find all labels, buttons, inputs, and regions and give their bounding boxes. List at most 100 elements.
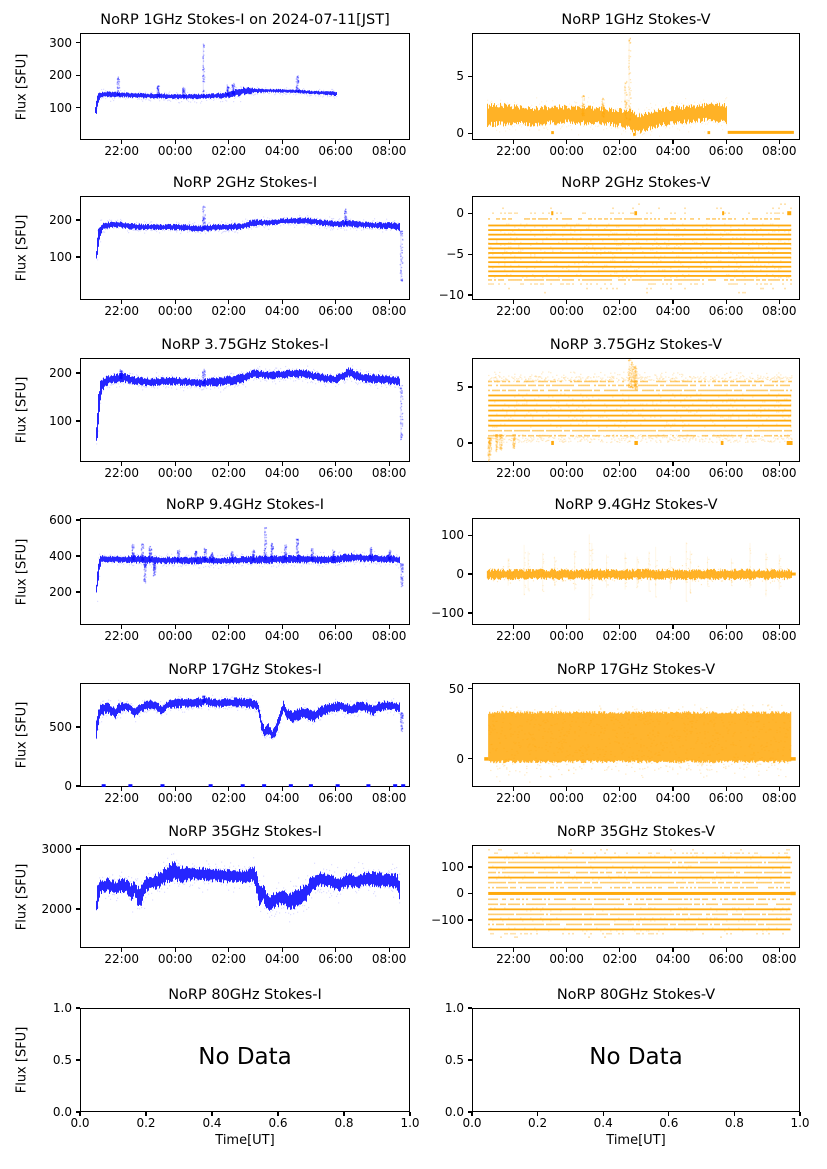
x-tick-label: 02:00 bbox=[211, 791, 246, 805]
x-tick-label: 00:00 bbox=[549, 304, 584, 318]
x-tick-label: 02:00 bbox=[211, 629, 246, 643]
y-tick-mark bbox=[76, 591, 80, 593]
x-tick-label: 08:00 bbox=[371, 466, 407, 480]
plot-canvas-norp-35ghz-stokes-i bbox=[80, 845, 410, 948]
x-tick-label: 0.2 bbox=[528, 1116, 548, 1130]
x-tick-mark bbox=[121, 625, 123, 629]
x-tick-label: 08:00 bbox=[761, 629, 797, 643]
x-tick-label: 06:00 bbox=[318, 791, 353, 805]
y-tick-mark bbox=[76, 785, 80, 787]
y-tick-label: 0 bbox=[456, 435, 464, 450]
x-tick-label: 04:00 bbox=[655, 144, 691, 158]
x-tick-label: 06:00 bbox=[708, 304, 744, 318]
x-tick-mark bbox=[619, 462, 621, 466]
x-tick-label: 22:00 bbox=[496, 791, 531, 805]
plot-title-norp-17ghz-stokes-v: NoRP 17GHz Stokes-V bbox=[556, 662, 716, 678]
x-tick-mark bbox=[471, 1112, 473, 1116]
plot-title-norp-80ghz-stokes-i: NoRP 80GHz Stokes-I bbox=[168, 987, 322, 1003]
x-tick-mark bbox=[512, 625, 515, 629]
y-tick-mark bbox=[468, 386, 472, 388]
x-tick-mark bbox=[619, 300, 621, 304]
x-tick-label: 22:00 bbox=[104, 952, 139, 966]
x-tick-label: 08:00 bbox=[761, 304, 797, 318]
x-tick-mark bbox=[281, 948, 283, 952]
y-tick-label: 0.0 bbox=[52, 1105, 72, 1119]
x-axis-label: Time[UT] bbox=[606, 1133, 666, 1148]
y-tick-mark bbox=[76, 726, 80, 728]
x-tick-label: 06:00 bbox=[708, 144, 744, 158]
x-tick-label: 0.0 bbox=[70, 1116, 90, 1130]
x-tick-label: 0.4 bbox=[202, 1116, 222, 1130]
y-tick-label: −10 bbox=[438, 288, 464, 303]
y-tick-label: 600 bbox=[49, 512, 72, 527]
x-tick-mark bbox=[228, 140, 230, 144]
x-tick-label: 02:00 bbox=[602, 791, 638, 805]
y-tick-mark bbox=[468, 294, 472, 296]
y-tick-label: 0 bbox=[456, 751, 464, 766]
x-tick-mark bbox=[174, 140, 176, 144]
y-tick-label: 0.0 bbox=[444, 1105, 464, 1119]
x-tick-mark bbox=[566, 462, 568, 466]
y-tick-mark bbox=[468, 892, 472, 895]
plot-canvas-norp-9.4ghz-stokes-i bbox=[80, 518, 410, 625]
y-tick-mark bbox=[76, 908, 80, 910]
x-tick-label: 00:00 bbox=[549, 791, 584, 805]
x-tick-mark bbox=[672, 140, 674, 144]
x-tick-label: 04:00 bbox=[264, 144, 300, 158]
x-tick-label: 06:00 bbox=[708, 791, 744, 805]
x-tick-label: 22:00 bbox=[496, 304, 531, 318]
x-tick-mark bbox=[228, 948, 230, 952]
x-tick-mark bbox=[799, 1112, 801, 1116]
x-tick-mark bbox=[778, 787, 780, 791]
y-tick-mark bbox=[468, 612, 472, 614]
x-tick-mark bbox=[121, 787, 123, 791]
x-tick-mark bbox=[725, 948, 727, 952]
y-tick-mark bbox=[468, 919, 472, 921]
x-tick-mark bbox=[409, 1112, 411, 1116]
x-tick-label: 22:00 bbox=[496, 629, 531, 643]
plot-title-norp-3.75ghz-stokes-v: NoRP 3.75GHz Stokes-V bbox=[549, 337, 723, 353]
y-tick-label: 1.0 bbox=[52, 1001, 72, 1015]
y-tick-label: 300 bbox=[49, 35, 72, 50]
plot-canvas-norp-17ghz-stokes-v bbox=[472, 683, 800, 787]
y-tick-label: 0 bbox=[456, 886, 464, 901]
x-tick-label: 06:00 bbox=[318, 952, 353, 966]
x-tick-mark bbox=[388, 625, 390, 629]
x-tick-mark bbox=[672, 300, 674, 304]
x-tick-label: 00:00 bbox=[157, 629, 193, 643]
x-tick-label: 22:00 bbox=[104, 791, 139, 805]
y-tick-label: −5 bbox=[446, 247, 464, 262]
x-tick-label: 00:00 bbox=[549, 144, 584, 158]
x-tick-mark bbox=[778, 625, 780, 629]
x-tick-mark bbox=[174, 300, 176, 304]
x-tick-label: 06:00 bbox=[318, 629, 353, 643]
x-tick-mark bbox=[228, 300, 230, 304]
y-tick-label: 0 bbox=[456, 126, 464, 141]
y-tick-mark bbox=[468, 1059, 472, 1061]
x-tick-mark bbox=[277, 1112, 279, 1116]
y-tick-label: 100 bbox=[49, 100, 72, 115]
plot-title-norp-9.4ghz-stokes-v: NoRP 9.4GHz Stokes-V bbox=[554, 497, 718, 513]
x-tick-mark bbox=[619, 948, 621, 952]
y-tick-mark bbox=[468, 75, 472, 77]
y-tick-mark bbox=[468, 534, 472, 536]
x-tick-mark bbox=[281, 300, 283, 304]
x-axis-label: Time[UT] bbox=[215, 1133, 275, 1148]
x-tick-label: 0.2 bbox=[136, 1116, 156, 1130]
y-tick-label: 0 bbox=[456, 567, 464, 582]
x-tick-label: 22:00 bbox=[496, 144, 531, 158]
x-tick-mark bbox=[335, 787, 337, 791]
x-tick-mark bbox=[672, 948, 674, 952]
y-tick-label: 100 bbox=[49, 250, 72, 265]
x-tick-label: 0.4 bbox=[593, 1116, 613, 1130]
x-tick-mark bbox=[121, 948, 123, 952]
x-tick-label: 08:00 bbox=[371, 144, 407, 158]
x-tick-label: 02:00 bbox=[602, 952, 638, 966]
x-tick-mark bbox=[388, 787, 390, 791]
y-tick-label: 200 bbox=[49, 68, 72, 83]
x-tick-mark bbox=[725, 462, 727, 466]
x-tick-label: 04:00 bbox=[655, 466, 691, 480]
x-tick-mark bbox=[512, 948, 515, 952]
x-tick-label: 00:00 bbox=[549, 629, 584, 643]
plot-title-norp-35ghz-stokes-i: NoRP 35GHz Stokes-I bbox=[168, 824, 322, 840]
